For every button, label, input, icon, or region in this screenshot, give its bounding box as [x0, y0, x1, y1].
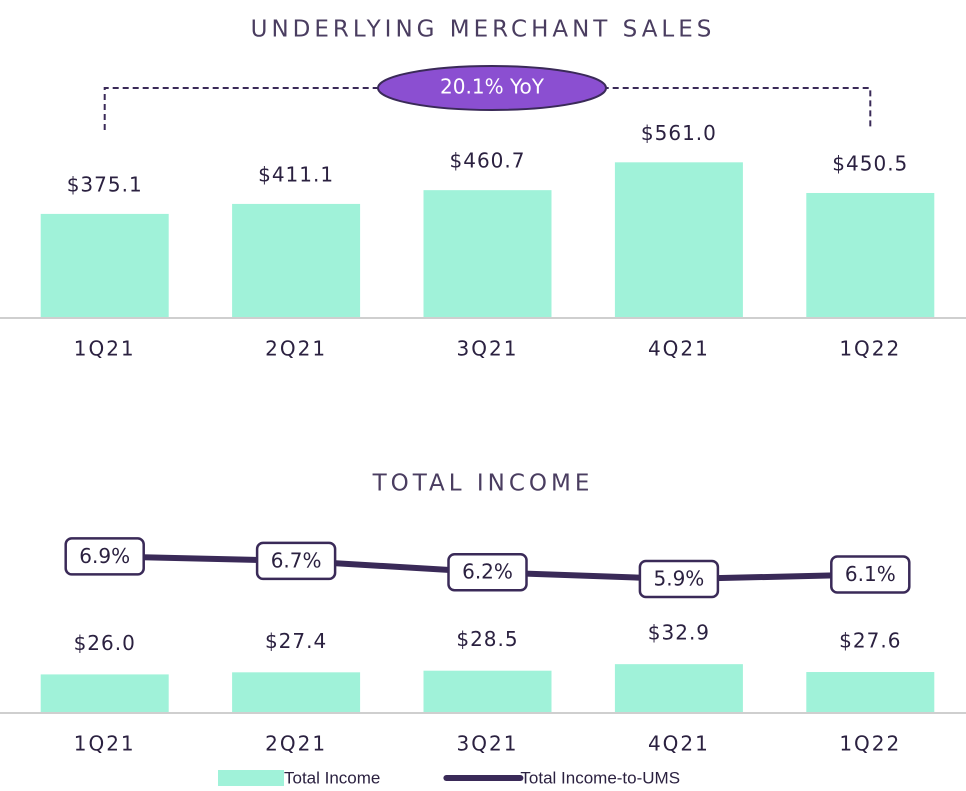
bar [614, 664, 743, 713]
bar [232, 672, 361, 713]
x-tick-label: 4Q21 [648, 732, 710, 756]
data-label: 6.2% [462, 560, 513, 584]
x-tick-label: 3Q21 [457, 732, 519, 756]
x-tick-label: 1Q22 [839, 337, 901, 361]
data-label: $27.6 [839, 629, 901, 653]
bar [423, 190, 552, 318]
x-tick-label: 1Q21 [74, 337, 136, 361]
bar [806, 672, 935, 713]
label-box [64, 537, 145, 576]
data-label: 6.9% [79, 544, 130, 568]
data-label: $375.1 [67, 172, 143, 196]
data-label: 6.7% [271, 548, 322, 572]
annotation: 20.1% YoY [440, 75, 545, 99]
data-label: 5.9% [653, 567, 704, 591]
x-tick-label: 4Q21 [648, 337, 710, 361]
x-tick-label: 1Q22 [839, 732, 901, 756]
annotation-bubble [377, 65, 607, 111]
chart-title: UNDERLYING MERCHANT SALES [251, 17, 716, 43]
label-box [255, 541, 337, 581]
data-label: $411.1 [258, 162, 334, 186]
data-label: $27.4 [265, 629, 327, 653]
data-label: 6.1% [845, 562, 896, 586]
data-label: $32.9 [648, 621, 710, 645]
legend-label: Total Income [284, 768, 380, 787]
legend-swatch [218, 770, 284, 786]
bar [423, 670, 552, 713]
data-label: $450.5 [832, 151, 908, 175]
data-label: $561.0 [641, 121, 717, 145]
x-tick-label: 3Q21 [457, 337, 519, 361]
chart-title: TOTAL INCOME [372, 471, 594, 497]
bar [614, 162, 743, 318]
label-box [638, 559, 720, 599]
legend-label: Total Income-to-UMS [520, 768, 680, 787]
bar [40, 674, 169, 713]
x-tick-label: 2Q21 [265, 732, 327, 756]
label-box [447, 552, 528, 592]
data-label: $460.7 [450, 149, 526, 173]
bar [806, 192, 935, 318]
bar [40, 213, 169, 318]
label-box [830, 555, 911, 594]
data-label: $28.5 [456, 627, 518, 651]
bar [232, 203, 361, 318]
x-tick-label: 2Q21 [265, 337, 327, 361]
data-label: $26.0 [74, 631, 136, 655]
x-tick-label: 1Q21 [74, 732, 136, 756]
